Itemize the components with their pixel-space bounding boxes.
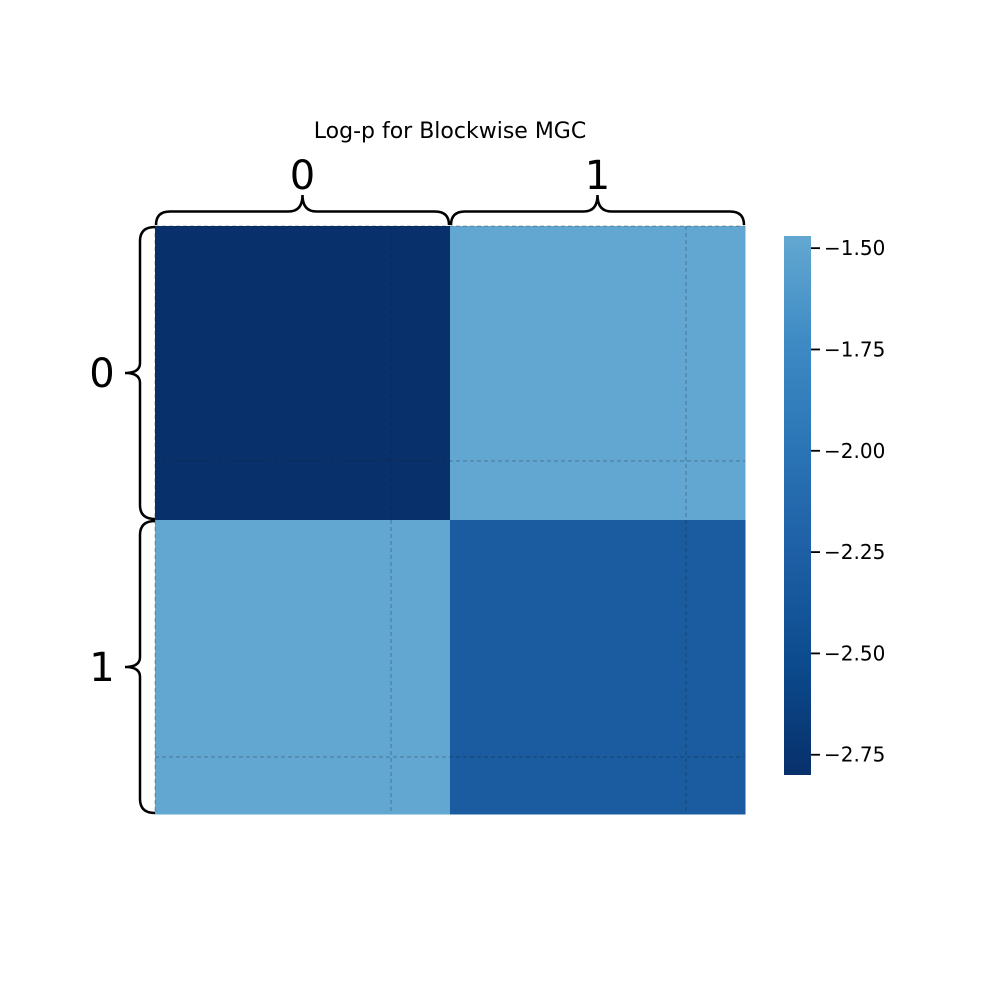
colorbar-tick-label: −2.25 <box>824 540 885 564</box>
chart-title: Log-p for Blockwise MGC <box>314 119 586 144</box>
column-brace-0 <box>154 194 451 226</box>
heatmap-cells <box>155 226 746 815</box>
heatmap-cell-0-1 <box>450 226 746 521</box>
colorbar-tick-label: −2.00 <box>824 439 885 463</box>
colorbar: −1.50 −1.75 −2.00 −2.25 −2.50 −2.75 <box>784 236 885 775</box>
row-brace-1 <box>124 519 156 815</box>
row-label-0: 0 <box>89 351 114 397</box>
colorbar-tick-label: −2.75 <box>824 743 885 767</box>
block-labels: 0 1 0 1 <box>89 153 610 691</box>
column-label-0: 0 <box>290 153 315 199</box>
heatmap-grid <box>154 225 745 814</box>
colorbar-tick-label: −2.50 <box>824 641 885 665</box>
colorbar-tick-label: −1.75 <box>824 337 885 361</box>
row-label-1: 1 <box>89 645 114 691</box>
row-brace-0 <box>124 225 156 521</box>
block-braces <box>124 194 746 815</box>
colorbar-tick-label: −1.50 <box>824 236 885 260</box>
column-brace-1 <box>449 194 746 226</box>
heatmap-cell-1-1 <box>450 520 746 815</box>
colorbar-gradient <box>784 236 811 775</box>
column-label-1: 1 <box>585 153 610 199</box>
heatmap-cell-0-0 <box>155 226 451 521</box>
heatmap-cell-1-0 <box>155 520 451 815</box>
